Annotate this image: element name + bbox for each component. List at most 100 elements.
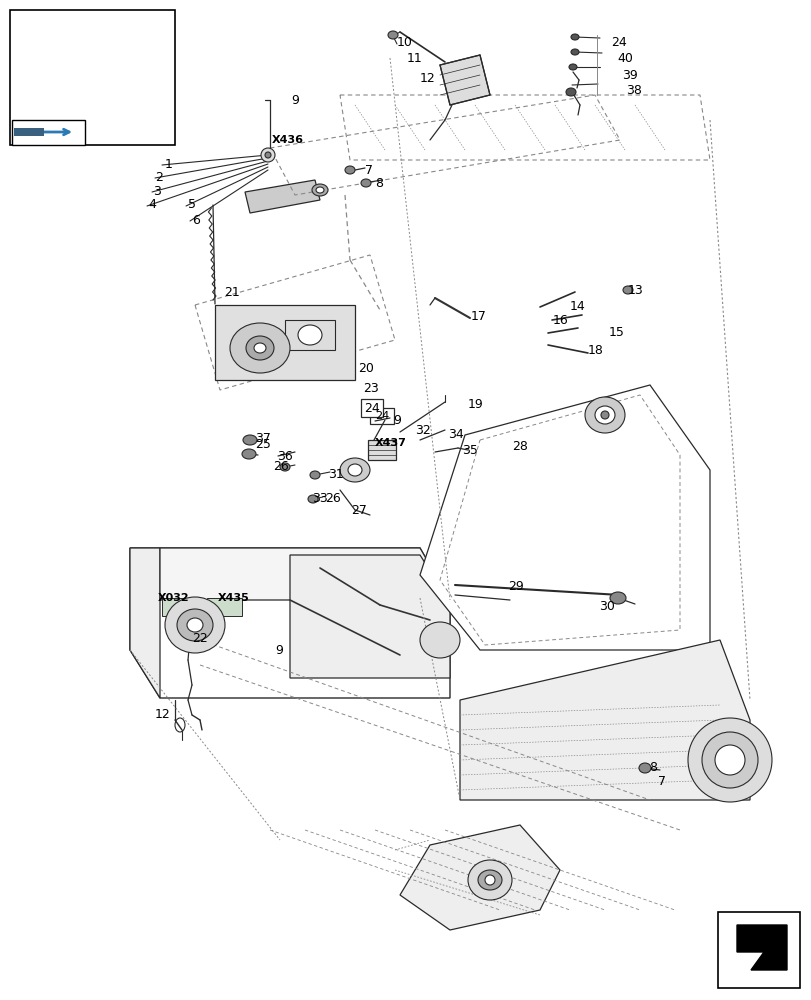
Ellipse shape <box>702 732 757 788</box>
Bar <box>285 320 335 350</box>
Ellipse shape <box>569 64 577 70</box>
Text: 28: 28 <box>512 440 527 454</box>
Bar <box>370 408 393 424</box>
Text: 9: 9 <box>393 414 401 428</box>
Text: 22: 22 <box>191 632 208 645</box>
Polygon shape <box>130 548 449 698</box>
Text: 37: 37 <box>255 432 271 446</box>
Ellipse shape <box>478 870 501 890</box>
Ellipse shape <box>609 592 625 604</box>
Text: 40: 40 <box>616 52 632 65</box>
Bar <box>14 128 44 136</box>
Ellipse shape <box>246 336 273 360</box>
Text: 15: 15 <box>608 326 624 338</box>
Bar <box>215 305 354 380</box>
Bar <box>207 598 242 616</box>
Ellipse shape <box>254 343 266 353</box>
Text: 11: 11 <box>406 52 423 65</box>
Polygon shape <box>130 548 160 698</box>
Text: 38: 38 <box>625 84 641 97</box>
Text: 18: 18 <box>587 344 603 357</box>
Ellipse shape <box>298 325 322 345</box>
Ellipse shape <box>622 286 633 294</box>
Text: 20: 20 <box>358 361 373 374</box>
Ellipse shape <box>584 397 624 433</box>
Text: 21: 21 <box>224 286 239 298</box>
Text: 30: 30 <box>599 599 614 612</box>
Ellipse shape <box>187 618 203 632</box>
Ellipse shape <box>565 88 575 96</box>
Ellipse shape <box>307 495 318 503</box>
Ellipse shape <box>230 323 290 373</box>
Text: 17: 17 <box>470 310 487 322</box>
Bar <box>361 399 383 417</box>
Ellipse shape <box>687 718 771 802</box>
Text: 34: 34 <box>448 428 463 442</box>
Ellipse shape <box>467 860 512 900</box>
Text: 7: 7 <box>657 775 665 788</box>
Ellipse shape <box>165 597 225 653</box>
Ellipse shape <box>310 471 320 479</box>
Text: 8: 8 <box>648 761 656 774</box>
Ellipse shape <box>177 609 212 641</box>
Text: 14: 14 <box>569 300 585 314</box>
Ellipse shape <box>280 463 290 471</box>
Polygon shape <box>460 640 749 800</box>
Text: X437: X437 <box>375 438 406 448</box>
Bar <box>717 912 799 988</box>
Polygon shape <box>400 825 560 930</box>
Text: 31: 31 <box>328 468 343 482</box>
Text: 10: 10 <box>397 36 412 49</box>
Ellipse shape <box>348 464 362 476</box>
Ellipse shape <box>315 187 324 193</box>
Bar <box>162 598 197 616</box>
Polygon shape <box>290 555 449 678</box>
Polygon shape <box>419 385 709 650</box>
Text: 36: 36 <box>277 450 293 462</box>
Bar <box>10 10 175 145</box>
Ellipse shape <box>340 458 370 482</box>
Ellipse shape <box>570 34 578 40</box>
Text: 25: 25 <box>255 438 271 450</box>
Polygon shape <box>160 548 449 600</box>
Text: 8: 8 <box>375 177 383 190</box>
Polygon shape <box>245 180 320 213</box>
Text: X032: X032 <box>158 593 190 603</box>
Ellipse shape <box>242 435 257 445</box>
Text: 5: 5 <box>188 198 195 212</box>
Ellipse shape <box>311 184 328 196</box>
Text: 32: 32 <box>414 424 430 436</box>
Text: X436: X436 <box>272 135 303 145</box>
Text: 12: 12 <box>419 72 436 85</box>
Text: 12: 12 <box>155 708 170 722</box>
Bar <box>367 440 396 460</box>
Ellipse shape <box>345 166 354 174</box>
Ellipse shape <box>419 622 460 658</box>
Ellipse shape <box>600 411 608 419</box>
Ellipse shape <box>594 406 614 424</box>
Text: 13: 13 <box>627 284 643 296</box>
Text: 26: 26 <box>272 460 289 474</box>
Text: 1: 1 <box>165 158 173 171</box>
Text: 23: 23 <box>363 381 378 394</box>
Ellipse shape <box>361 179 371 187</box>
Text: 24: 24 <box>610 36 626 49</box>
Text: X435: X435 <box>217 593 250 603</box>
Text: 24: 24 <box>363 401 380 414</box>
Text: 33: 33 <box>311 492 328 506</box>
Text: 3: 3 <box>152 185 161 198</box>
Polygon shape <box>440 55 489 105</box>
Ellipse shape <box>242 449 255 459</box>
Ellipse shape <box>388 31 397 39</box>
Ellipse shape <box>264 152 271 158</box>
Text: 27: 27 <box>350 504 367 516</box>
Text: 9: 9 <box>275 645 282 658</box>
Text: 16: 16 <box>552 314 568 326</box>
Text: 2: 2 <box>155 171 163 184</box>
Text: 4: 4 <box>148 198 156 212</box>
Text: 39: 39 <box>621 69 637 82</box>
Ellipse shape <box>638 763 650 773</box>
Ellipse shape <box>570 49 578 55</box>
Text: 24: 24 <box>375 411 388 421</box>
Polygon shape <box>736 925 786 970</box>
